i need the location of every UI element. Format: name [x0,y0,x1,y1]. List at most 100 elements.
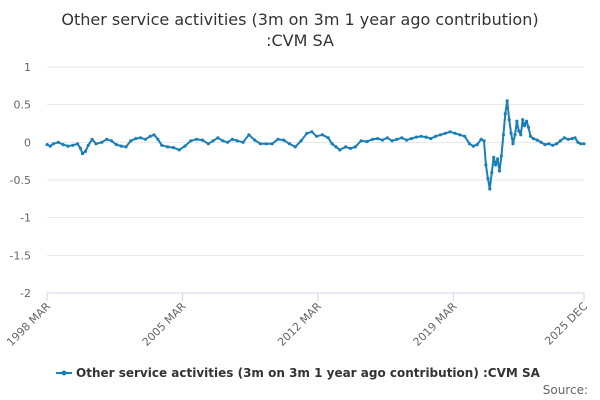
data-point[interactable] [105,137,109,141]
data-point[interactable] [200,138,204,142]
data-point[interactable] [330,142,334,146]
data-point[interactable] [562,136,566,140]
data-point[interactable] [471,144,475,148]
data-point[interactable] [276,137,280,141]
data-point[interactable] [160,143,164,147]
data-point[interactable] [326,136,330,140]
data-point[interactable] [152,133,156,137]
data-point[interactable] [334,145,338,149]
data-point[interactable] [501,133,505,137]
data-point[interactable] [216,136,220,140]
data-point[interactable] [448,130,452,134]
data-point[interactable] [517,129,521,133]
data-point[interactable] [496,157,500,161]
data-point[interactable] [453,131,457,135]
data-point[interactable] [494,163,498,167]
data-point[interactable] [148,134,152,138]
data-point[interactable] [547,142,551,146]
data-point[interactable] [305,131,309,135]
data-point[interactable] [320,133,324,137]
data-point[interactable] [124,145,128,149]
data-point[interactable] [424,135,428,139]
data-point[interactable] [338,148,342,152]
data-point[interactable] [380,138,384,142]
data-point[interactable] [177,148,181,152]
data-point[interactable] [525,119,529,123]
data-point[interactable] [511,142,515,146]
data-point[interactable] [482,139,486,143]
data-point[interactable] [183,144,187,148]
data-point[interactable] [353,145,357,149]
data-point[interactable] [503,112,507,116]
data-point[interactable] [264,142,268,146]
data-point[interactable] [109,139,114,143]
data-point[interactable] [80,152,85,156]
data-point[interactable] [247,133,251,137]
data-point[interactable] [566,137,570,141]
data-point[interactable] [405,138,409,142]
data-point[interactable] [539,140,543,144]
data-point[interactable] [134,137,138,141]
data-point[interactable] [526,125,531,129]
data-point[interactable] [551,143,555,147]
data-point[interactable] [499,154,503,158]
data-point[interactable] [543,143,547,147]
data-point[interactable] [211,139,215,143]
data-point[interactable] [385,136,389,140]
data-point[interactable] [365,140,369,144]
data-point[interactable] [576,140,580,144]
data-point[interactable] [51,142,56,146]
data-point[interactable] [490,170,494,175]
data-point[interactable] [488,187,492,191]
data-point[interactable] [66,144,70,148]
data-point[interactable] [258,142,263,146]
data-point[interactable] [114,143,118,147]
data-point[interactable] [171,146,175,150]
data-point[interactable] [315,134,319,138]
data-point[interactable] [558,139,563,143]
data-point[interactable] [492,155,496,159]
data-point[interactable] [226,140,230,144]
data-point[interactable] [390,139,394,143]
data-point[interactable] [531,137,536,141]
data-point[interactable] [376,137,380,141]
data-point[interactable] [467,142,472,146]
data-point[interactable] [528,134,533,138]
data-point[interactable] [348,146,353,150]
data-point[interactable] [463,134,467,138]
data-point[interactable] [221,139,225,143]
data-point[interactable] [521,118,525,122]
data-point[interactable] [395,137,399,141]
data-point[interactable] [293,145,297,149]
data-point[interactable] [486,176,490,181]
data-point[interactable] [94,142,98,146]
data-point[interactable] [371,137,375,141]
data-point[interactable] [287,142,292,146]
data-point[interactable] [166,145,170,149]
data-point[interactable] [507,118,511,122]
data-point[interactable] [475,143,479,147]
data-point[interactable] [56,140,60,144]
data-point[interactable] [519,133,523,137]
data-point[interactable] [235,139,239,143]
data-point[interactable] [100,140,104,144]
data-point[interactable] [253,138,257,142]
data-point[interactable] [419,134,423,138]
data-point[interactable] [434,134,438,138]
data-point[interactable] [138,136,143,140]
data-point[interactable] [83,149,87,153]
data-point[interactable] [484,163,488,167]
data-point[interactable] [344,145,348,149]
data-point[interactable] [76,142,80,146]
data-point[interactable] [61,143,65,147]
data-point[interactable] [513,133,517,137]
data-point[interactable] [156,137,160,141]
data-point[interactable] [497,169,502,173]
data-point[interactable] [230,137,234,141]
data-point[interactable] [282,138,286,142]
data-point[interactable] [535,138,539,142]
data-point[interactable] [414,135,418,139]
data-point[interactable] [443,131,447,135]
data-point[interactable] [509,131,513,135]
data-point[interactable] [438,133,443,137]
